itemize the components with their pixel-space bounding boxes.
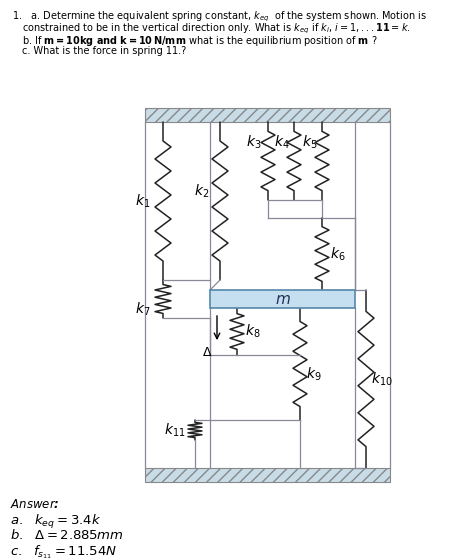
- Text: $k_3$: $k_3$: [246, 133, 262, 151]
- Text: $\mathit{a.}$  $k_{eq} = 3.4k$: $\mathit{a.}$ $k_{eq} = 3.4k$: [10, 513, 101, 531]
- Text: $k_1$: $k_1$: [136, 192, 151, 210]
- Text: $k_4$: $k_4$: [274, 133, 290, 151]
- Text: b. If $\mathbf{m = 10kg}$ $\mathbf{and}$ $\mathbf{k = 10\,N/mm}$ what is the equ: b. If $\mathbf{m = 10kg}$ $\mathbf{and}$…: [22, 34, 378, 48]
- Text: $k_2$: $k_2$: [194, 182, 210, 200]
- Text: $m$: $m$: [274, 291, 291, 306]
- Text: $k_7$: $k_7$: [135, 300, 151, 318]
- Text: $k_8$: $k_8$: [245, 323, 261, 340]
- Text: constrained to be in the vertical direction only. What is $k_{eq}$ if $k_i$, $i : constrained to be in the vertical direct…: [22, 22, 410, 36]
- Text: $k_{11}$: $k_{11}$: [164, 421, 186, 439]
- Text: $\mathit{b.}$  $\Delta = 2.885mm$: $\mathit{b.}$ $\Delta = 2.885mm$: [10, 528, 123, 542]
- Text: $k_9$: $k_9$: [306, 365, 322, 383]
- Text: c. What is the force in spring 11.?: c. What is the force in spring 11.?: [22, 46, 186, 56]
- Text: $k_{10}$: $k_{10}$: [371, 370, 393, 388]
- Text: $\mathit{c.}$  $f_{s_{11}} = 11.54N$: $\mathit{c.}$ $f_{s_{11}} = 11.54N$: [10, 543, 118, 559]
- Text: 1.   a. Determine the equivalent spring constant, $k_{eq}$  of the system shown.: 1. a. Determine the equivalent spring co…: [12, 10, 427, 25]
- Bar: [145, 468, 390, 482]
- Text: $\Delta$: $\Delta$: [202, 346, 212, 359]
- Bar: [210, 290, 355, 308]
- Text: $\mathit{Answer}$:: $\mathit{Answer}$:: [10, 498, 60, 511]
- Bar: [145, 108, 390, 122]
- Text: $k_6$: $k_6$: [330, 245, 346, 263]
- Text: $k_5$: $k_5$: [302, 133, 318, 151]
